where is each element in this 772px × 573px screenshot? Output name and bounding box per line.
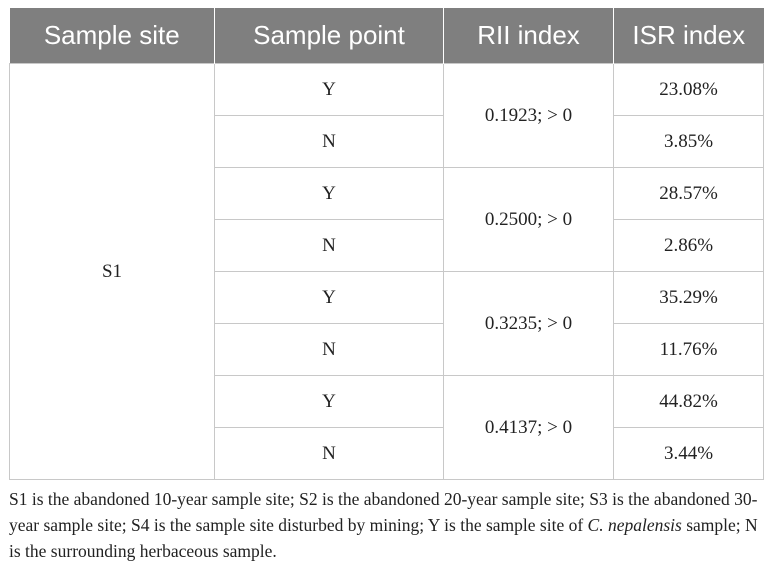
isr-index-cell: 3.44% [613, 427, 764, 480]
header-sample-point: Sample point [214, 8, 444, 64]
sample-point-cell: Y [214, 63, 444, 116]
sample-point-cell: Y [214, 167, 444, 220]
sample-point-cell: Y [214, 375, 444, 428]
sample-point-cell: N [214, 219, 444, 272]
sample-point-cell: N [214, 115, 444, 168]
rii-index-cell: 0.1923; > 0 [443, 63, 614, 168]
header-rii-index: RII index [443, 8, 614, 64]
table-row: Y 0.4137; > 0 44.82% [10, 375, 764, 480]
rii-index-cell: 0.2500; > 0 [443, 167, 614, 272]
isr-index-cell: 11.76% [613, 323, 764, 376]
data-table: Sample site Sample point RII index ISR i… [9, 8, 764, 480]
table-row: Y 0.3235; > 0 35.29% [10, 271, 764, 376]
table-row: N 3.44% [10, 427, 764, 480]
isr-index-cell: 3.85% [613, 115, 764, 168]
table-row: N 11.76% [10, 323, 764, 376]
table-row: N 3.85% [10, 115, 764, 168]
isr-index-cell: 28.57% [613, 167, 764, 220]
table-footnote: S1 is the abandoned 10-year sample site;… [9, 486, 765, 564]
sample-point-cell: N [214, 323, 444, 376]
isr-index-cell: 35.29% [613, 271, 764, 324]
sample-point-cell: N [214, 427, 444, 480]
table-row: N 2.86% [10, 219, 764, 272]
rii-index-cell: 0.3235; > 0 [443, 271, 614, 376]
sample-site-cell: S1 [9, 63, 215, 480]
header-isr-index: ISR index [613, 8, 764, 64]
isr-index-cell: 2.86% [613, 219, 764, 272]
isr-index-cell: 44.82% [613, 375, 764, 428]
header-sample-site: Sample site [9, 8, 215, 64]
isr-index-cell: 23.08% [613, 63, 764, 116]
rii-index-cell: 0.4137; > 0 [443, 375, 614, 480]
footnote-text-end: sample; N is the surrounding herbaceous … [9, 515, 758, 561]
footnote-species-name: C. nepalensis [587, 515, 682, 535]
footnote-text: S1 is the abandoned 10-year sample site;… [9, 489, 758, 535]
table-row: S1 Y 0.1923; > 0 23.08% [9, 63, 764, 480]
sample-point-cell: Y [214, 271, 444, 324]
table-header-row: Sample site Sample point RII index ISR i… [9, 8, 764, 64]
data-table-container: Sample site Sample point RII index ISR i… [9, 8, 764, 480]
table-row: Y 0.2500; > 0 28.57% [10, 167, 764, 272]
